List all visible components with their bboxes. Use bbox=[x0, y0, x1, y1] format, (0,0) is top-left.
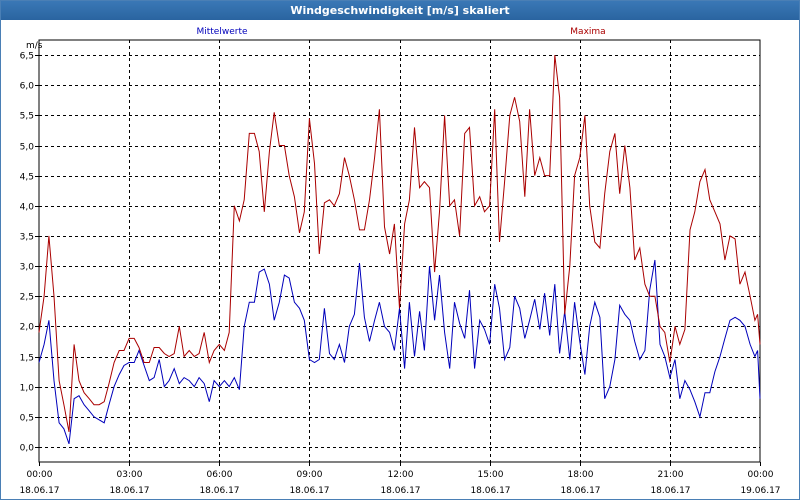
y-tick-label: 3,5 bbox=[20, 233, 34, 243]
x-tick-label-time: 03:00 bbox=[117, 470, 143, 480]
series-layer bbox=[38, 55, 761, 445]
y-tick-label: 5,0 bbox=[20, 143, 35, 153]
x-tick-label-date: 18.06.17 bbox=[109, 486, 149, 496]
y-tick-label: 1,5 bbox=[20, 354, 34, 364]
x-tick-label-date: 18.06.17 bbox=[199, 486, 239, 496]
x-tick-label-time: 12:00 bbox=[388, 470, 414, 480]
y-tick-label: 4,5 bbox=[20, 173, 34, 183]
x-tick-label-time: 09:00 bbox=[297, 470, 323, 480]
x-tick-label-time: 15:00 bbox=[478, 470, 504, 480]
x-tick-label-time: 00:00 bbox=[27, 470, 53, 480]
legend-mittelwerte: Mittelwerte bbox=[196, 27, 247, 37]
y-tick-label: 6,0 bbox=[20, 82, 35, 92]
window-title: Windgeschwindigkeit [m/s] skaliert bbox=[1, 1, 799, 20]
x-tick-label-time: 00:00 bbox=[748, 470, 774, 480]
plot-frame bbox=[38, 39, 761, 463]
legend: Mittelwerte Maxima bbox=[196, 27, 605, 37]
x-tick-label-date: 18.06.17 bbox=[19, 486, 59, 496]
x-tick-label-date: 18.06.17 bbox=[560, 486, 600, 496]
x-tick-label-time: 06:00 bbox=[207, 470, 233, 480]
y-tick-label: 4,0 bbox=[20, 203, 35, 213]
y-tick-label: 5,5 bbox=[20, 112, 34, 122]
x-tick-label-date: 18.06.17 bbox=[289, 486, 329, 496]
x-tick-label-date: 19.06.17 bbox=[740, 486, 780, 496]
x-tick-label-time: 18:00 bbox=[568, 470, 594, 480]
y-axis-label: m/s bbox=[26, 41, 43, 51]
x-tick-label-date: 18.06.17 bbox=[380, 486, 420, 496]
x-tick-label-time: 21:00 bbox=[658, 470, 684, 480]
y-tick-label: 3,0 bbox=[20, 263, 35, 273]
x-tick-label-date: 18.06.17 bbox=[650, 486, 690, 496]
series-line-mittelwerte bbox=[38, 259, 761, 445]
y-tick-label: 2,5 bbox=[20, 293, 34, 303]
y-tick-label: 0,0 bbox=[20, 444, 35, 454]
y-tick-label: 6,5 bbox=[20, 52, 34, 62]
y-tick-label: 1,0 bbox=[20, 384, 35, 394]
x-tick-label-date: 18.06.17 bbox=[470, 486, 510, 496]
axes: 0,0 0,5 1,0 1,5 2,0 2,5 3,0 3,5 4,0 4,5 5,0 5,5 6,0 6… bbox=[19, 39, 781, 496]
series-line-maxima bbox=[38, 55, 761, 432]
grid bbox=[39, 40, 760, 462]
legend-maxima: Maxima bbox=[570, 27, 605, 37]
y-tick-label: 0,5 bbox=[20, 414, 34, 424]
y-tick-label: 2,0 bbox=[20, 323, 35, 333]
